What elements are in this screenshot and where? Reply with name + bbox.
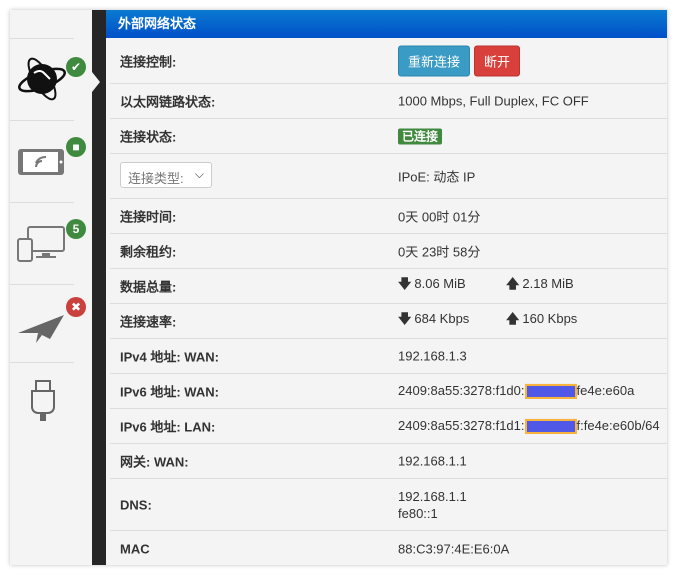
row-ipv4: IPv4 地址: WAN: 192.168.1.3: [110, 339, 667, 374]
label: IPv6 地址: WAN:: [120, 384, 219, 400]
sidebar-item-vpn[interactable]: ✖: [10, 284, 86, 364]
value: 192.168.1.1: [398, 453, 467, 469]
upload-value: 160 Kbps: [522, 311, 578, 326]
wifi-tablet-icon: [18, 149, 64, 175]
sidebar-item-internet[interactable]: ✔: [10, 38, 86, 118]
value: 88:C3:97:4E:E6:0A: [398, 541, 510, 556]
row-gateway: 网关: WAN: 192.168.1.1: [110, 444, 667, 479]
arrow-down-icon: 🡇: [398, 311, 412, 326]
row-dns: DNS: 192.168.1.1 fe80::1: [110, 479, 667, 531]
globe-icon: [18, 57, 66, 101]
sidebar-item-devices[interactable]: 5: [10, 202, 86, 282]
row-lease: 剩余租约: 0天 23时 58分: [110, 234, 667, 269]
lock-icon: ■: [66, 137, 86, 157]
value: 192.168.1.3: [398, 348, 467, 364]
status-badge: 已连接: [398, 128, 443, 145]
chevron-down-icon: ⌵: [194, 167, 204, 181]
page-title: 外部网络状态: [106, 10, 667, 38]
label: 网关: WAN:: [120, 454, 189, 470]
sidebar-divider: [92, 10, 106, 565]
row-total-data: 数据总量: 🡇 8.06 MiB 🡅 2.18 MiB: [110, 269, 667, 304]
reconnect-button[interactable]: 重新连接: [398, 45, 471, 76]
row-mac: MAC 88:C3:97:4E:E6:0A: [110, 531, 667, 566]
redaction: [524, 384, 577, 400]
close-icon: ✖: [66, 297, 86, 317]
connection-type-select[interactable]: 连接类型: ⌵: [120, 162, 212, 188]
row-connection-control: 连接控制: 重新连接 断开: [110, 38, 667, 84]
active-indicator: [92, 72, 100, 92]
check-icon: ✔: [66, 57, 86, 77]
devices-icon: [17, 226, 65, 262]
sidebar: ✔ ■ 5 ✖: [10, 10, 92, 565]
row-link-status: 以太网链路状态: 1000 Mbps, Full Duplex, FC OFF: [110, 84, 667, 119]
upload-value: 2.18 MiB: [522, 276, 574, 291]
label: 连接时间:: [120, 209, 177, 225]
main-content: 外部网络状态 连接控制: 重新连接 断开 以太网链路状态: 1000 Mbps, F…: [106, 10, 667, 565]
sidebar-item-wireless[interactable]: ■: [10, 120, 86, 200]
label: 连接控制:: [120, 54, 177, 69]
label: DNS:: [120, 497, 152, 512]
download-value: 684 Kbps: [414, 311, 470, 326]
value: IPoE: 动态 IP: [398, 169, 476, 185]
arrow-up-icon: 🡅: [506, 311, 520, 326]
row-uptime: 连接时间: 0天 00时 01分: [110, 199, 667, 234]
label: 数据总量:: [120, 279, 177, 295]
row-ipv6-lan: IPv6 地址: LAN: 2409:8a55:3278:f1d1: f:fe4e:…: [110, 409, 667, 444]
value: 1000 Mbps, Full Duplex, FC OFF: [398, 93, 589, 109]
dns-secondary: fe80::1: [398, 505, 438, 521]
dns-primary: 192.168.1.1: [398, 488, 467, 504]
redaction: [524, 419, 577, 435]
sidebar-item-usb[interactable]: [10, 362, 74, 442]
usb-icon: [31, 380, 55, 421]
label: 连接速率:: [120, 314, 177, 330]
paper-plane-icon: [18, 315, 64, 343]
row-connection-type: 连接类型: ⌵ IPoE: 动态 IP: [110, 154, 667, 199]
router-status-panel: ✔ ■ 5 ✖ 外部网络状态 连接控制: 重新连接 断开 以太网链路状态: 1000…: [10, 10, 667, 565]
arrow-down-icon: 🡇: [398, 276, 412, 291]
row-connection-status: 连接状态: 已连接: [110, 119, 667, 154]
value: 0天 23时 58分: [398, 244, 481, 260]
row-ipv6-wan: IPv6 地址: WAN: 2409:8a55:3278:f1d0: fe4e:e6…: [110, 374, 667, 409]
disconnect-button[interactable]: 断开: [474, 45, 521, 76]
label: 以太网链路状态:: [120, 94, 216, 110]
download-value: 8.06 MiB: [414, 276, 466, 291]
value: 0天 00时 01分: [398, 209, 481, 225]
device-count-badge: 5: [66, 219, 86, 239]
row-rate: 连接速率: 🡇 684 Kbps 🡅 160 Kbps: [110, 304, 667, 339]
label: IPv6 地址: LAN:: [120, 419, 216, 435]
label: 剩余租约:: [120, 244, 177, 260]
label: MAC: [120, 541, 150, 556]
arrow-up-icon: 🡅: [506, 276, 520, 291]
label: IPv4 地址: WAN:: [120, 349, 219, 365]
label: 连接状态:: [120, 129, 177, 145]
